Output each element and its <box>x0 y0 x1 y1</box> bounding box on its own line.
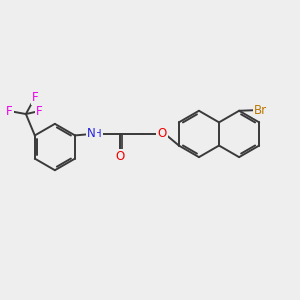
Text: Br: Br <box>254 104 267 117</box>
Text: O: O <box>115 150 124 163</box>
Text: O: O <box>158 128 167 140</box>
Text: F: F <box>36 105 43 118</box>
Text: F: F <box>32 91 38 104</box>
Text: N: N <box>87 128 96 140</box>
Text: H: H <box>94 129 102 139</box>
Text: F: F <box>6 105 13 118</box>
